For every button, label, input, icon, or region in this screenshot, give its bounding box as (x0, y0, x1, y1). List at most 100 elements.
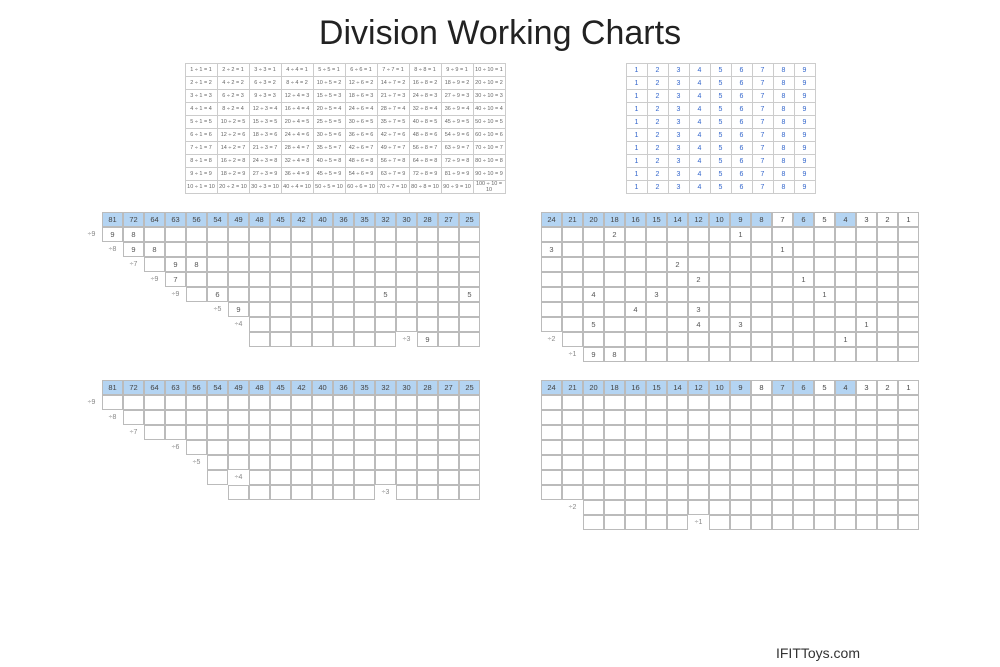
c1-cell: 30 ÷ 3 = 10 (249, 181, 281, 194)
stair-cell (333, 227, 354, 242)
stair-header: 28 (417, 380, 438, 395)
c1-cell: 18 ÷ 3 = 6 (249, 129, 281, 142)
stair-cell (583, 500, 604, 515)
c2-cell: 4 (689, 116, 710, 129)
stair-cell (709, 425, 730, 440)
stair-cell (562, 272, 583, 287)
c1-cell: 45 ÷ 9 = 5 (441, 116, 473, 129)
stair-cell (144, 227, 165, 242)
stair-cell (688, 500, 709, 515)
stair-cell (354, 425, 375, 440)
stair-cell (165, 227, 186, 242)
stair-cell (688, 470, 709, 485)
row-label (520, 470, 541, 485)
stair-cell (541, 485, 562, 500)
stair-cell (730, 485, 751, 500)
stair-header: 42 (291, 380, 312, 395)
stair-cell (751, 332, 772, 347)
stair-cell (438, 485, 459, 500)
stair-header: 12 (688, 212, 709, 227)
c1-cell: 36 ÷ 6 = 6 (345, 129, 377, 142)
stair-header: 54 (207, 380, 228, 395)
stair-cell (835, 272, 856, 287)
chart-6: 242120181615141210987654321÷2÷1 (520, 380, 919, 530)
c2-cell: 4 (689, 168, 710, 181)
stair-cell (835, 515, 856, 530)
stair-cell (625, 500, 646, 515)
stair-cell (396, 317, 417, 332)
stair-cell (438, 332, 459, 347)
stair-cell (375, 440, 396, 455)
stair-cell (102, 395, 123, 410)
c2-cell: 5 (710, 181, 731, 194)
stair-cell (772, 272, 793, 287)
chart-1: 1 ÷ 1 = 12 ÷ 2 = 13 ÷ 3 = 14 ÷ 4 = 15 ÷ … (185, 63, 506, 194)
stair-cell (709, 317, 730, 332)
stair-cell (814, 317, 835, 332)
stair-header: 40 (312, 212, 333, 227)
stair-cell (354, 455, 375, 470)
stair-cell (417, 317, 438, 332)
c2-cell: 1 (626, 103, 647, 116)
stair-cell (562, 470, 583, 485)
stair-cell (604, 287, 625, 302)
stair-cell (856, 242, 877, 257)
stair-header: 35 (354, 212, 375, 227)
stair-cell (793, 287, 814, 302)
stair-cell (814, 227, 835, 242)
stair-cell (835, 347, 856, 362)
stair-cell: 7 (165, 272, 186, 287)
stair-cell (688, 287, 709, 302)
stair-cell (583, 302, 604, 317)
stair-cell (730, 347, 751, 362)
stair-cell (438, 395, 459, 410)
stair-cell (270, 332, 291, 347)
stair-cell (333, 242, 354, 257)
stair-cell (730, 272, 751, 287)
c1-cell: 1 ÷ 1 = 1 (185, 64, 217, 77)
c2-cell: 9 (794, 90, 815, 103)
row-label (541, 500, 562, 515)
row-label (207, 485, 228, 500)
stair-cell: 3 (646, 287, 667, 302)
stair-cell (667, 440, 688, 455)
stair-cell: ÷3 (396, 332, 417, 347)
stair-cell (730, 500, 751, 515)
stair-header: 35 (354, 380, 375, 395)
row-label: ÷7 (123, 257, 144, 272)
stair-cell (312, 470, 333, 485)
stair-cell (877, 347, 898, 362)
row-label (520, 395, 541, 410)
stair-cell (396, 257, 417, 272)
stair-cell (625, 485, 646, 500)
stair-cell: 4 (625, 302, 646, 317)
stair-cell (835, 287, 856, 302)
stair-cell (583, 395, 604, 410)
stair-header: 64 (144, 212, 165, 227)
stair-cell (583, 515, 604, 530)
stair-cell (751, 470, 772, 485)
stair-cell (898, 272, 919, 287)
stair-cell (625, 440, 646, 455)
stair-cell (207, 455, 228, 470)
stair-cell (688, 485, 709, 500)
stair-cell (835, 302, 856, 317)
stair-cell (438, 425, 459, 440)
c2-cell: 7 (752, 155, 773, 168)
stair-cell (562, 455, 583, 470)
stair-cell (793, 425, 814, 440)
stair-cell (856, 287, 877, 302)
stair-cell (772, 317, 793, 332)
stair-cell (270, 317, 291, 332)
stair-cell (814, 410, 835, 425)
stair-cell (856, 227, 877, 242)
stair-header: 20 (583, 380, 604, 395)
stair-cell (898, 347, 919, 362)
stair-cell: 3 (541, 242, 562, 257)
stair-cell: 9 (165, 257, 186, 272)
c1-cell: 70 ÷ 10 = 7 (473, 142, 505, 155)
stair-cell (877, 242, 898, 257)
row-label (207, 317, 228, 332)
row-label (520, 272, 541, 287)
c1-cell: 100 ÷ 10 = 10 (473, 181, 505, 194)
